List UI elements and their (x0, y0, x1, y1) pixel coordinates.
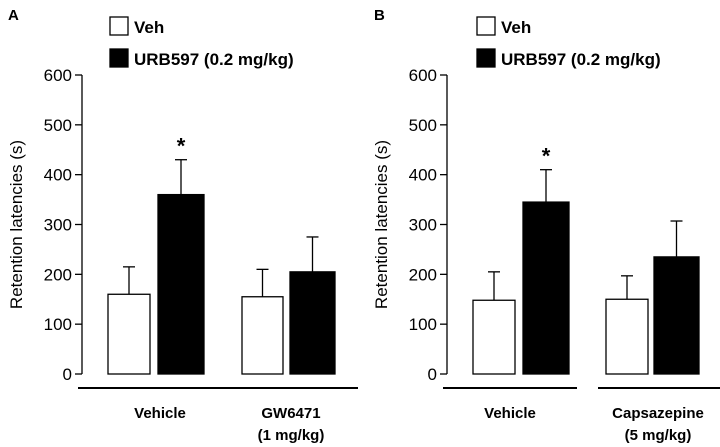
y-tick-label: 400 (44, 166, 72, 185)
legend-label-urb597: URB597 (0.2 mg/kg) (134, 50, 294, 69)
y-tick-label: 300 (44, 216, 72, 235)
legend-label-veh: Veh (134, 18, 164, 37)
panel-a-y-axis-label: Retention latencies (s) (7, 140, 26, 309)
bar-urb597 (157, 193, 205, 375)
legend-swatch-urb597 (476, 48, 496, 68)
legend-swatch-veh (476, 16, 496, 36)
bar-urb597 (289, 271, 336, 375)
bar-veh (472, 299, 516, 375)
group-label: Capsazepine (612, 405, 704, 422)
y-tick-label: 600 (409, 66, 437, 85)
bar-urb597 (653, 256, 700, 375)
y-tick-label: 500 (44, 116, 72, 135)
legend-label-urb597: URB597 (0.2 mg/kg) (501, 50, 661, 69)
significance-asterisk: * (177, 134, 186, 159)
legend-label-veh: Veh (501, 18, 531, 37)
legend-swatch-veh (109, 16, 129, 36)
y-tick-label: 100 (44, 315, 72, 334)
group-label-dose: (1 mg/kg) (258, 427, 325, 444)
y-tick-label: 0 (428, 365, 437, 384)
group-label: GW6471 (261, 405, 320, 422)
bar-veh (241, 296, 284, 375)
panel-a-label: A (8, 7, 19, 24)
group-label-dose: (5 mg/kg) (625, 427, 692, 444)
y-tick-label: 0 (63, 365, 72, 384)
y-tick-label: 300 (409, 216, 437, 235)
y-tick-label: 100 (409, 315, 437, 334)
panel-b-label: B (374, 7, 385, 24)
group-label: Vehicle (484, 405, 536, 422)
bar-urb597 (522, 201, 570, 375)
y-tick-label: 400 (409, 166, 437, 185)
significance-asterisk: * (542, 144, 551, 169)
bar-veh (605, 298, 649, 375)
y-tick-label: 200 (44, 265, 72, 284)
bar-veh (107, 293, 151, 375)
panel-b-y-axis-label: Retention latencies (s) (372, 140, 391, 309)
y-tick-label: 200 (409, 265, 437, 284)
legend-swatch-urb597 (109, 48, 129, 68)
y-tick-label: 500 (409, 116, 437, 135)
group-label: Vehicle (134, 405, 186, 422)
y-tick-label: 600 (44, 66, 72, 85)
